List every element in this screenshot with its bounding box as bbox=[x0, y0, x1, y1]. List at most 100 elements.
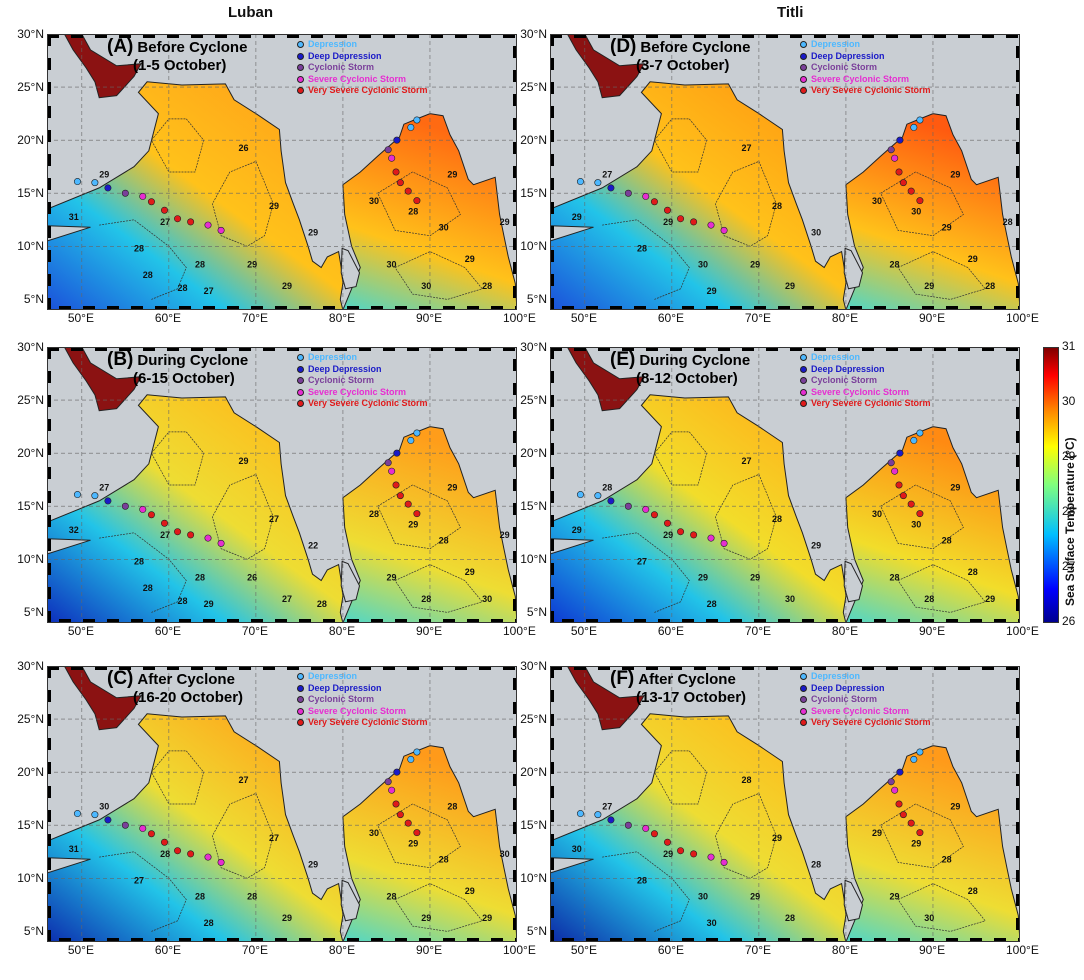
sri-lanka-land bbox=[340, 247, 361, 290]
contour-label: 29 bbox=[465, 254, 475, 264]
border-tick bbox=[562, 306, 574, 310]
border-tick bbox=[323, 306, 335, 310]
border-tick bbox=[83, 619, 95, 623]
track-point-luban bbox=[161, 519, 169, 527]
border-tick bbox=[814, 347, 826, 351]
legend-label: Severe Cyclonic Storm bbox=[308, 386, 407, 397]
legend-marker-icon bbox=[297, 354, 304, 362]
border-tick bbox=[383, 34, 395, 38]
panel-dates: (1-5 October) bbox=[133, 57, 227, 74]
border-tick bbox=[47, 539, 51, 551]
border-tick bbox=[958, 347, 970, 351]
track-point-titli bbox=[413, 429, 421, 437]
legend-label: Depression bbox=[308, 671, 358, 681]
border-tick bbox=[455, 34, 467, 38]
x-tick-label: 80°E bbox=[831, 311, 859, 325]
border-tick bbox=[922, 306, 934, 310]
border-tick bbox=[239, 34, 251, 38]
border-tick bbox=[203, 619, 215, 623]
border-tick bbox=[742, 666, 754, 670]
border-tick bbox=[275, 306, 287, 310]
contour-label: 29 bbox=[950, 801, 960, 811]
contour-label: 30 bbox=[572, 844, 582, 854]
panel-dates: (3-7 October) bbox=[636, 57, 730, 74]
panel-letter: (E) bbox=[610, 349, 636, 370]
arabian-sea bbox=[47, 394, 344, 623]
legend-item: Very Severe Cyclonic Storm bbox=[800, 398, 931, 410]
track-point-luban bbox=[217, 858, 225, 866]
y-tick-label: 25°N bbox=[17, 80, 44, 95]
border-tick bbox=[1016, 190, 1020, 202]
legend-item: Severe Cyclonic Storm bbox=[800, 706, 931, 718]
border-tick bbox=[47, 395, 51, 407]
y-tick-label: 30°N bbox=[520, 659, 547, 673]
border-tick bbox=[670, 666, 682, 670]
contour-label: 30 bbox=[698, 260, 708, 270]
contour-label: 30 bbox=[911, 519, 921, 529]
track-point-luban bbox=[642, 505, 650, 513]
storm-legend: Depression Deep Depression Cyclonic Storm S… bbox=[297, 39, 428, 97]
contour-label: 29 bbox=[204, 599, 214, 609]
contour-label: 29 bbox=[889, 892, 899, 902]
panel-phase: Before Cyclone bbox=[640, 39, 751, 56]
border-tick bbox=[694, 347, 706, 351]
contour-label: 30 bbox=[369, 196, 379, 206]
legend-marker-icon bbox=[800, 388, 807, 396]
contour-label: 26 bbox=[238, 143, 248, 153]
contour-label: 28 bbox=[421, 594, 431, 604]
track-point-titli bbox=[392, 800, 400, 808]
border-tick bbox=[275, 619, 287, 623]
map-panel: 31 29 28 27 28 27 26 29 29 29 29 30 28 29 30 30 30 29 28 29… bbox=[47, 34, 517, 310]
contour-label: 30 bbox=[482, 594, 492, 604]
x-tick-label: 50°E bbox=[67, 311, 94, 325]
y-tick-label: 30°N bbox=[520, 340, 547, 354]
legend-label: Very Severe Cyclonic Storm bbox=[811, 398, 931, 408]
contour-label: 28 bbox=[134, 244, 144, 254]
border-tick bbox=[107, 306, 119, 310]
track-point-titli bbox=[392, 168, 400, 176]
track-point-titli bbox=[396, 492, 404, 500]
track-point-luban bbox=[690, 531, 698, 539]
border-tick bbox=[550, 690, 554, 702]
border-tick bbox=[1016, 46, 1020, 58]
track-point-luban bbox=[91, 492, 99, 500]
contour-label: 29 bbox=[750, 573, 760, 583]
y-tick-label: 30°N bbox=[17, 659, 44, 673]
border-tick bbox=[1016, 575, 1020, 587]
border-tick bbox=[1018, 306, 1020, 310]
border-tick bbox=[491, 306, 503, 310]
border-tick bbox=[550, 250, 554, 262]
border-tick bbox=[513, 118, 517, 130]
border-tick bbox=[47, 106, 51, 118]
border-tick bbox=[1016, 599, 1020, 611]
contour-label: 28 bbox=[195, 573, 205, 583]
border-tick bbox=[47, 714, 51, 726]
legend-marker-icon bbox=[800, 52, 807, 60]
track-point-luban bbox=[707, 534, 715, 542]
legend-label: Very Severe Cyclonic Storm bbox=[308, 398, 428, 408]
contour-label: 30 bbox=[872, 196, 882, 206]
border-tick bbox=[479, 347, 491, 351]
contour-label: 29 bbox=[282, 281, 292, 291]
legend-marker-icon bbox=[297, 52, 304, 60]
legend-item: Cyclonic Storm bbox=[800, 375, 931, 387]
contour-label: 28 bbox=[204, 918, 214, 928]
border-tick bbox=[682, 938, 694, 942]
track-point-titli bbox=[396, 179, 404, 187]
contour-label: 28 bbox=[741, 775, 751, 785]
track-point-titli bbox=[916, 829, 924, 837]
border-tick bbox=[515, 306, 517, 310]
contour-label: 30 bbox=[707, 918, 717, 928]
border-tick bbox=[1016, 750, 1020, 762]
track-point-luban bbox=[707, 853, 715, 861]
border-tick bbox=[513, 455, 517, 467]
border-tick bbox=[694, 34, 706, 38]
contour-label: 28 bbox=[985, 281, 995, 291]
track-point-titli bbox=[916, 197, 924, 205]
y-tick-label: 10°N bbox=[520, 871, 547, 886]
x-tick-label: 100°E bbox=[503, 943, 536, 957]
contour-label: 22 bbox=[308, 541, 318, 551]
legend-marker-icon bbox=[297, 719, 304, 727]
border-tick bbox=[574, 347, 586, 351]
contour-label: 28 bbox=[134, 557, 144, 567]
